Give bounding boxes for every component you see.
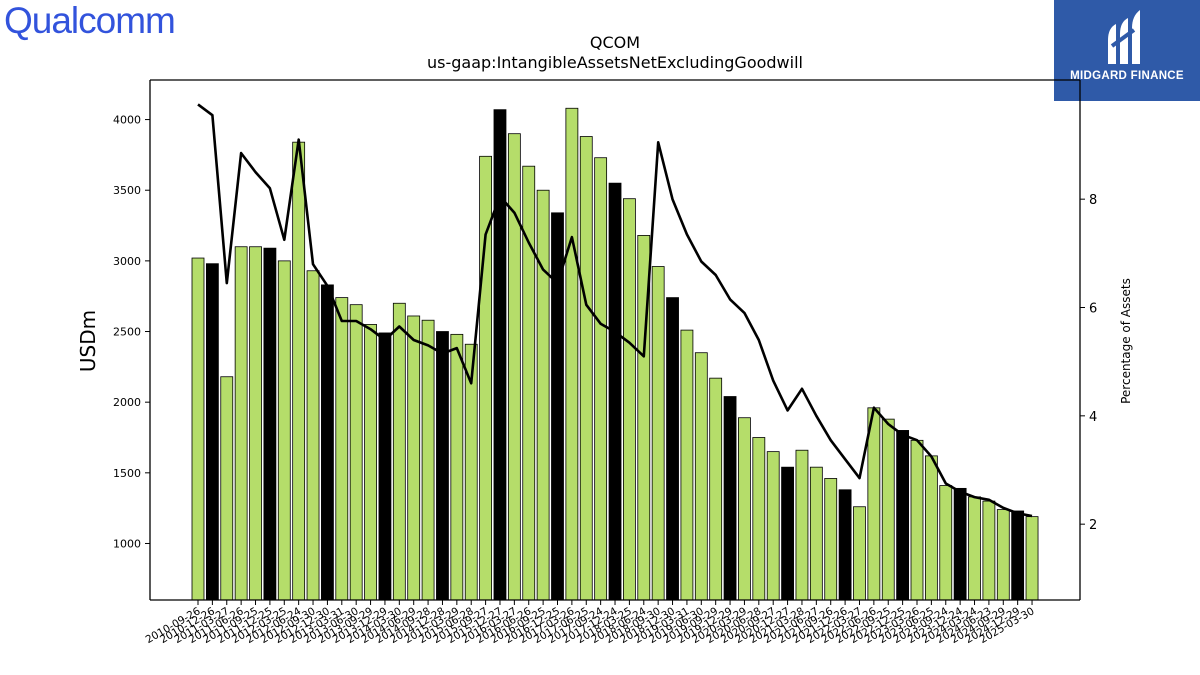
bar — [507, 133, 521, 601]
midgard-finance-logo-icon — [1108, 10, 1140, 64]
bar — [881, 418, 895, 601]
bar — [709, 377, 723, 601]
bar — [220, 376, 234, 601]
bar — [623, 198, 636, 601]
bar — [579, 136, 593, 601]
bar — [996, 509, 1010, 601]
bar — [738, 417, 751, 601]
bar — [421, 319, 435, 601]
bar — [392, 302, 406, 601]
bar — [306, 270, 320, 601]
y-tick-label: 3500 — [113, 184, 141, 197]
bar — [407, 315, 421, 601]
bar — [1025, 516, 1039, 601]
bar — [565, 107, 579, 601]
bar — [867, 407, 881, 601]
bar — [651, 266, 665, 601]
y-tick-label: 1500 — [113, 467, 141, 480]
bar — [321, 284, 334, 601]
y2-tick-label: 8 — [1089, 193, 1097, 208]
bar — [234, 246, 248, 601]
y-tick-label: 2000 — [113, 396, 141, 409]
bar — [795, 449, 809, 601]
y2-tick-label: 6 — [1089, 302, 1097, 317]
bar — [694, 352, 708, 601]
bar — [594, 157, 608, 601]
y2-tick-label: 2 — [1089, 518, 1097, 533]
bar — [809, 466, 823, 601]
bar — [924, 455, 938, 601]
bar — [349, 304, 363, 601]
midgard-finance-badge: MIDGARD FINANCE — [1054, 0, 1200, 101]
bar — [824, 478, 838, 601]
y-tick-label: 1000 — [113, 537, 141, 550]
bar — [666, 297, 679, 601]
bar — [364, 324, 377, 601]
bar — [723, 396, 737, 601]
bar — [191, 257, 205, 601]
bar — [1011, 510, 1025, 601]
ticks-layer: 100015002000250030003500400024682010-09-… — [113, 114, 1097, 647]
bar — [838, 489, 852, 601]
bar — [939, 485, 953, 601]
bars-layer — [191, 107, 1039, 601]
percentage-line — [197, 103, 1033, 518]
bar — [982, 500, 996, 601]
bar — [493, 109, 507, 601]
bar — [249, 246, 262, 601]
chart-title: QCOM — [589, 33, 641, 52]
line-layer — [197, 103, 1033, 518]
bar — [752, 437, 766, 601]
bar — [766, 451, 780, 601]
y2-tick-label: 4 — [1089, 410, 1097, 425]
midgard-finance-label: MIDGARD FINANCE — [1070, 70, 1184, 82]
qualcomm-logo: Qualcomm — [4, 0, 176, 41]
bar — [292, 141, 306, 601]
bar — [450, 333, 464, 601]
bar — [953, 487, 967, 601]
bar — [263, 247, 277, 601]
y-tick-label: 4000 — [113, 114, 141, 127]
bar — [781, 466, 794, 601]
bar — [205, 263, 219, 601]
y-tick-label: 3000 — [113, 255, 141, 268]
bar — [896, 430, 910, 601]
bar — [910, 439, 924, 601]
y-axis-label: USDm — [76, 310, 100, 372]
bar — [853, 506, 866, 601]
bar — [277, 260, 291, 601]
bar — [680, 329, 694, 601]
bar — [436, 331, 449, 601]
y2-axis-label: Percentage of Assets — [1119, 278, 1133, 404]
bar — [536, 189, 550, 601]
bar — [968, 496, 981, 601]
y-tick-label: 2500 — [113, 326, 141, 339]
bar — [335, 297, 349, 601]
bar — [378, 332, 392, 601]
chart-subtitle: us-gaap:IntangibleAssetsNetExcludingGood… — [427, 53, 803, 72]
bar — [608, 182, 622, 601]
